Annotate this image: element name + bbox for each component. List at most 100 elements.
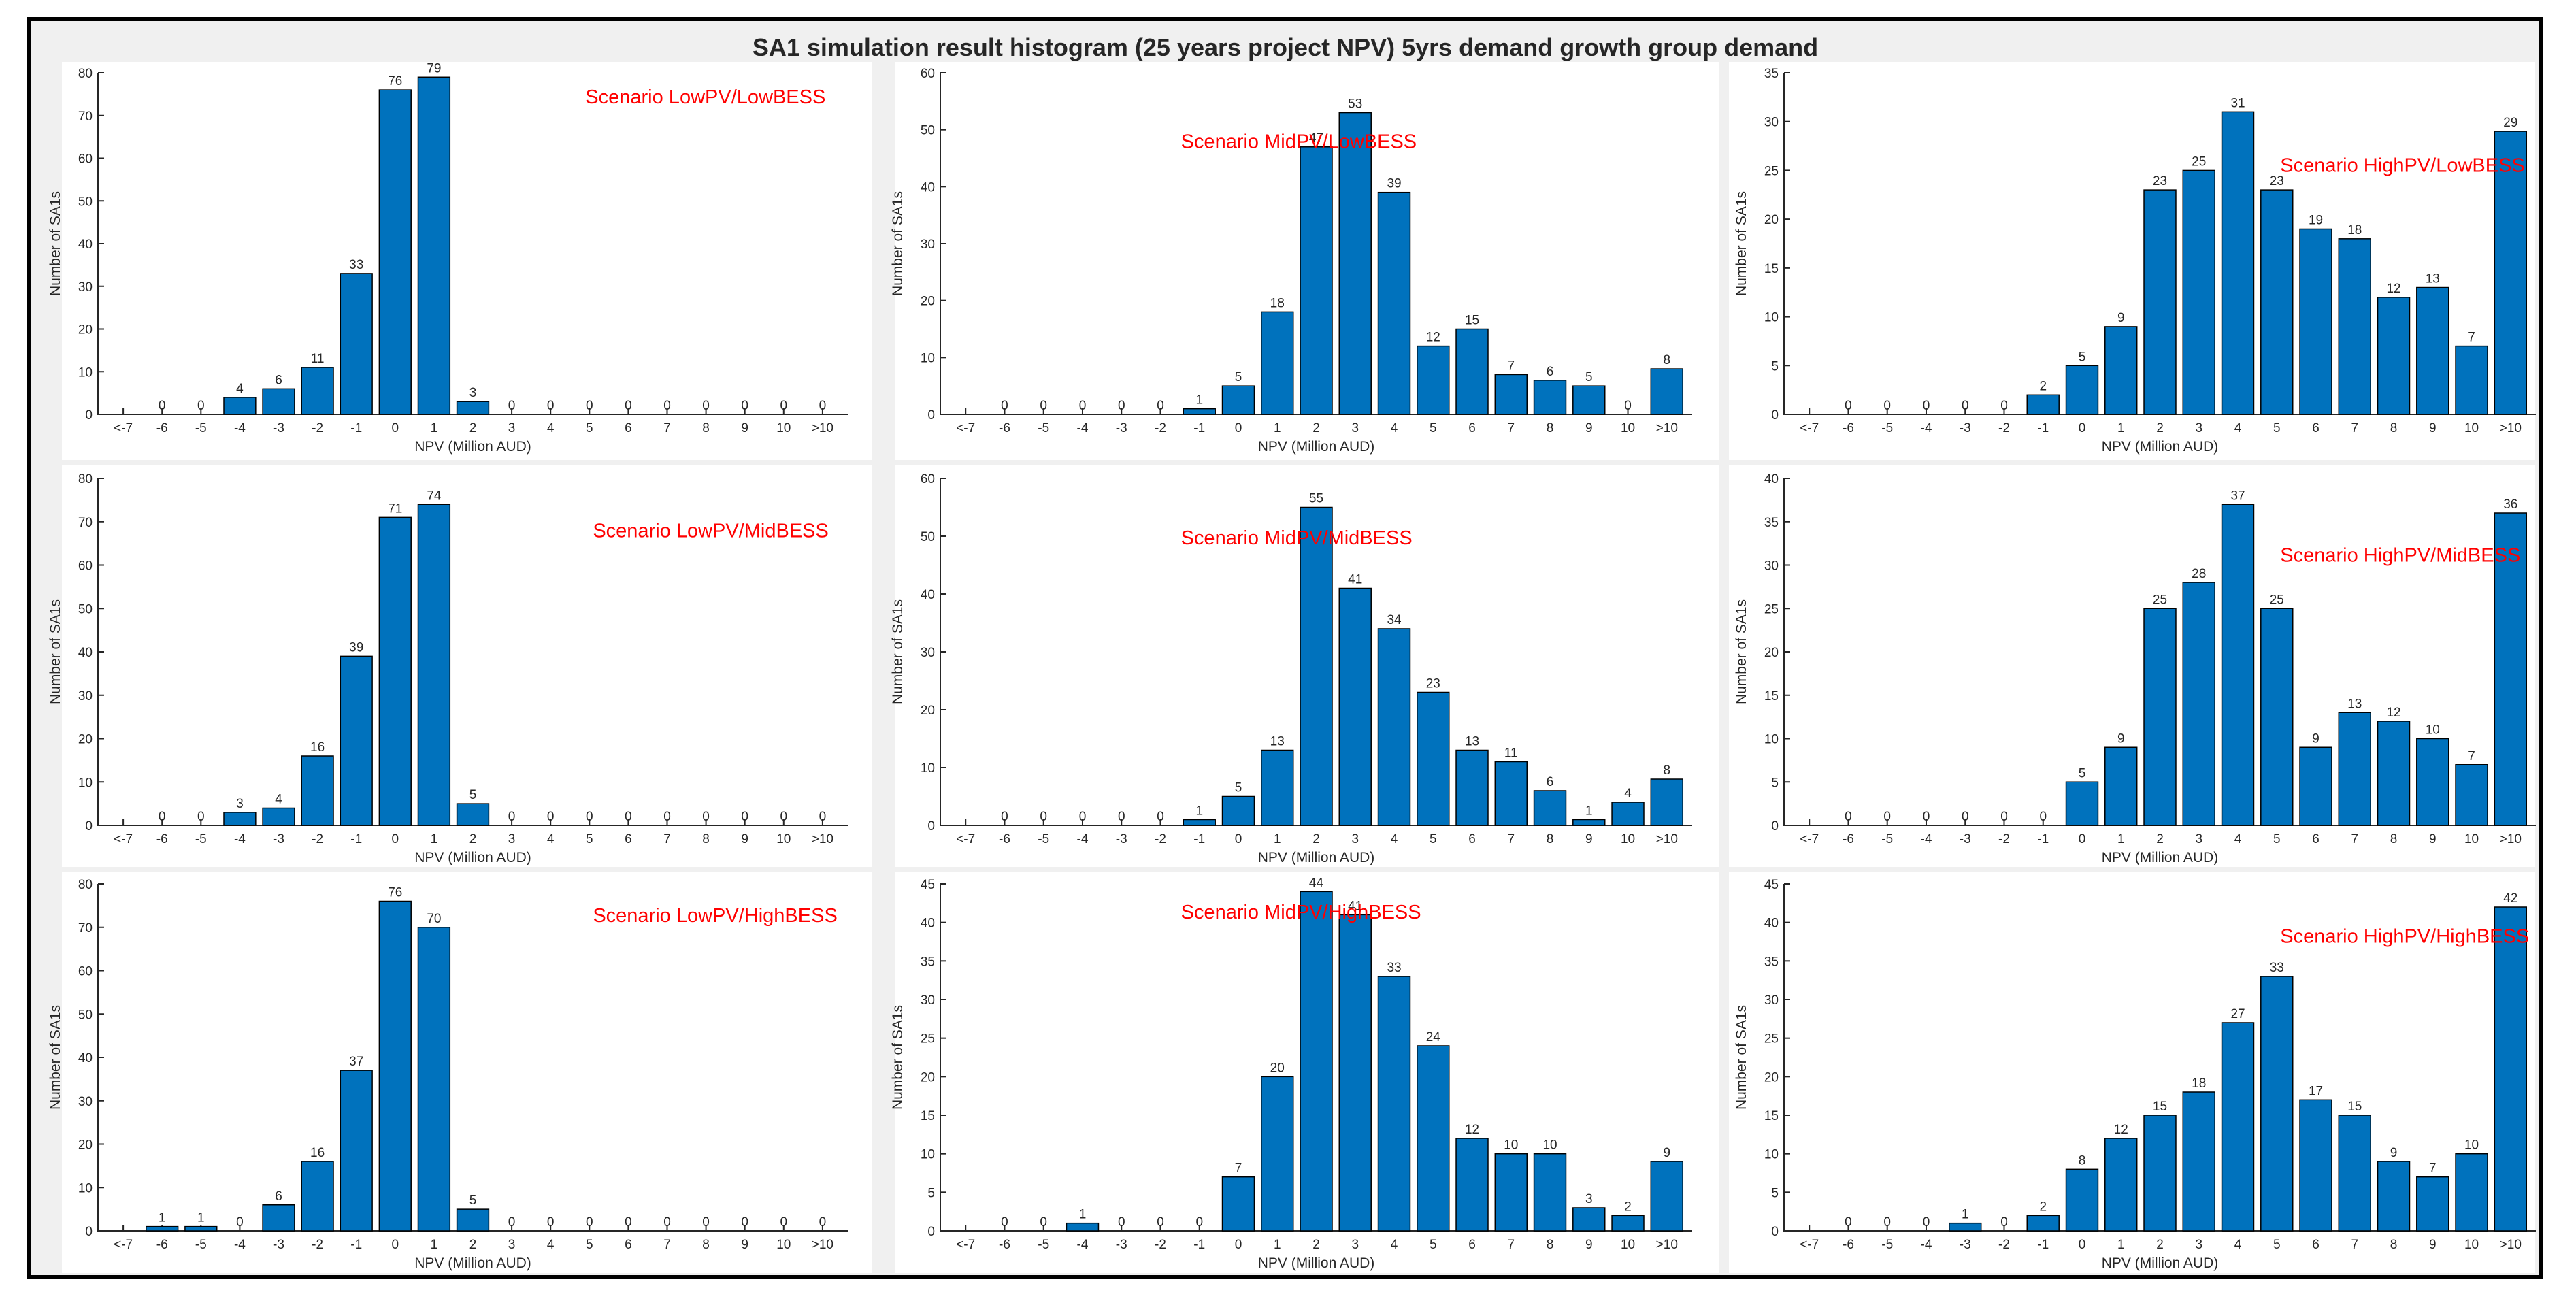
histogram-bar [2182, 582, 2215, 826]
bar-data-label: 55 [1309, 492, 1323, 506]
bar-data-label: 3 [236, 797, 244, 811]
bar-data-label: 36 [2503, 497, 2517, 512]
bar-data-label: 10 [1504, 1138, 1518, 1153]
bar-data-label: 1 [159, 1211, 166, 1225]
scenario-label: Scenario MidPV/HighBESS [1181, 902, 1421, 923]
histogram-bar [417, 504, 451, 826]
y-tick-label: 30 [78, 689, 93, 704]
x-tick-label: <-7 [114, 832, 133, 846]
x-tick-label: 6 [1468, 832, 1476, 846]
bar-data-label: 8 [1663, 763, 1670, 778]
histogram-bar [2026, 1215, 2060, 1232]
y-tick-label: 60 [78, 152, 93, 167]
histogram-bar [1650, 778, 1684, 826]
histogram-bar [2104, 746, 2138, 826]
histogram-bar [2026, 394, 2060, 415]
y-tick-label: 10 [1764, 1148, 1779, 1162]
y-tick-label: 20 [921, 704, 935, 718]
y-tick-label: 20 [921, 295, 935, 309]
bar-data-label: 0 [1883, 399, 1891, 413]
y-tick-label: 60 [78, 559, 93, 574]
histogram-bar [1572, 1207, 1606, 1232]
bar-data-label: 2 [1624, 1200, 1632, 1214]
y-tick-label: 10 [921, 761, 935, 776]
bar-data-label: 5 [2079, 350, 2086, 364]
bar-data-label: 0 [1001, 810, 1008, 824]
bar-data-label: 12 [2386, 282, 2400, 296]
histogram-bar [1494, 374, 1528, 415]
x-tick-label: 8 [702, 421, 710, 435]
x-tick-label: 8 [2390, 832, 2398, 846]
histogram-bar [262, 1204, 295, 1232]
bar-data-label: 0 [780, 1215, 787, 1230]
histogram-bar [1221, 385, 1255, 415]
x-tick-label: 6 [2312, 832, 2319, 846]
y-tick-label: 5 [927, 1186, 935, 1200]
y-tick-label: 10 [921, 1148, 935, 1162]
histogram-bar [2494, 906, 2528, 1232]
histogram-bar [184, 1225, 218, 1232]
bar-data-label: 5 [1235, 370, 1242, 384]
x-tick-label: -3 [1960, 1238, 1971, 1252]
bar-data-label: 7 [2468, 749, 2475, 763]
bar-data-label: 0 [547, 1215, 555, 1230]
bar-data-label: 0 [1079, 810, 1087, 824]
x-tick-label: >10 [1656, 421, 1678, 435]
x-tick-label: 1 [1274, 1238, 1281, 1252]
x-tick-label: 3 [508, 421, 516, 435]
bar-data-label: 0 [159, 810, 166, 824]
histogram-bar [1533, 790, 1567, 826]
x-tick-label: -3 [1116, 421, 1127, 435]
x-tick-label: -3 [1116, 832, 1127, 846]
bar-data-label: 0 [1883, 810, 1891, 824]
bar-data-label: 5 [2079, 766, 2086, 780]
bar-data-label: 0 [1118, 399, 1125, 413]
bar-data-label: 13 [1270, 735, 1285, 749]
x-tick-label: 9 [741, 1238, 748, 1252]
x-tick-label: 0 [1235, 421, 1242, 435]
x-tick-label: 7 [1507, 832, 1515, 846]
y-tick-label: 80 [78, 67, 93, 81]
bar-data-label: 0 [508, 1215, 516, 1230]
histogram-bar [1533, 380, 1567, 415]
x-tick-label: >10 [2500, 421, 2522, 435]
y-tick-label: 45 [921, 878, 935, 892]
bar-data-label: 0 [1040, 810, 1047, 824]
y-tick-label: 35 [1764, 67, 1779, 81]
x-tick-label: -5 [1038, 1238, 1049, 1252]
x-axis-label: NPV (Million AUD) [414, 1255, 531, 1271]
scenario-label: Scenario HighPV/HighBESS [2280, 926, 2529, 948]
bar-data-label: 0 [702, 810, 710, 824]
x-tick-label: 6 [625, 832, 632, 846]
bar-data-label: 0 [2000, 810, 2008, 824]
bar-data-label: 9 [2117, 311, 2125, 325]
x-tick-label: 10 [776, 421, 791, 435]
y-tick-label: 35 [1764, 955, 1779, 969]
y-tick-label: 40 [1764, 472, 1779, 486]
x-tick-label: 7 [2351, 421, 2358, 435]
bar-data-label: 74 [427, 489, 442, 503]
bar-data-label: 3 [1585, 1192, 1593, 1206]
y-tick-label: 10 [1764, 311, 1779, 325]
bar-data-label: 1 [1585, 804, 1593, 819]
bar-data-label: 0 [819, 810, 827, 824]
bar-data-label: 0 [780, 810, 787, 824]
x-tick-label: >10 [812, 421, 833, 435]
x-tick-label: -2 [1155, 1238, 1166, 1252]
x-tick-label: 7 [663, 832, 671, 846]
y-tick-label: 50 [78, 602, 93, 616]
x-tick-label: -6 [156, 421, 168, 435]
bar-data-label: 23 [2153, 174, 2167, 188]
x-tick-label: 5 [1430, 1238, 1437, 1252]
x-tick-label: <-7 [114, 1238, 133, 1252]
bar-data-label: 34 [1387, 613, 1402, 627]
x-tick-label: -5 [1881, 421, 1893, 435]
histogram-bar [1417, 1045, 1450, 1232]
x-tick-label: -5 [1038, 421, 1049, 435]
x-axis-label: NPV (Million AUD) [1258, 850, 1375, 865]
histogram-bar [1338, 914, 1372, 1232]
y-tick-label: 50 [78, 195, 93, 209]
figure-window: SA1 simulation result histogram (25 year… [27, 17, 2543, 1279]
